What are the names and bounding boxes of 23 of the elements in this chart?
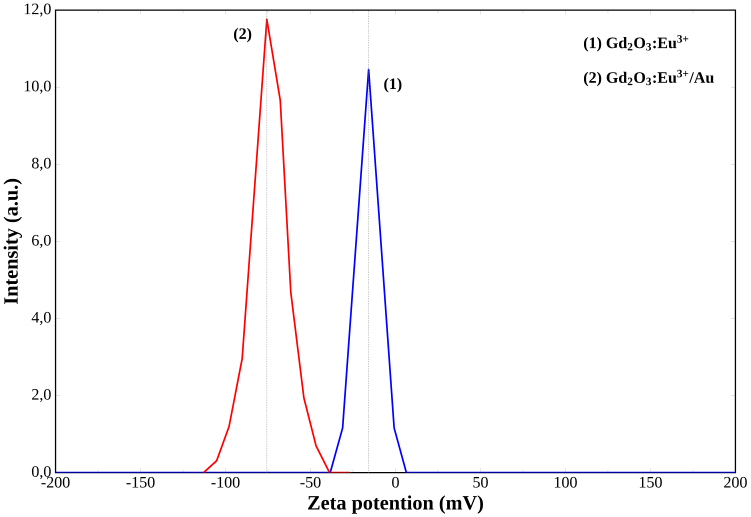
x-axis-title: Zeta potention (mV) (308, 495, 483, 514)
x-tick-label: 50 (473, 476, 488, 488)
line-series (202, 18, 350, 472)
x-tick-label: -200 (41, 476, 70, 488)
y-tick-label: 12,0 (24, 3, 51, 16)
annotation: (2) (234, 28, 252, 42)
x-tick-label: 150 (640, 476, 662, 488)
y-tick-label: 2,0 (32, 388, 51, 402)
y-axis-title: Intensity (a.u.) (4, 178, 22, 304)
annotation: (1) Gd$_{2}$O$_{3}$:Eu$^{3+}$ (584, 34, 688, 52)
annotation: (1) (384, 78, 402, 92)
x-tick-label: -50 (300, 476, 321, 488)
annotation: (2) Gd$_{2}$O$_{3}$:Eu$^{3+}$/Au (584, 70, 714, 86)
y-tick-label: 4,0 (32, 312, 51, 325)
x-tick-label: 0 (392, 476, 399, 488)
x-tick-label: -100 (211, 476, 240, 488)
x-tick-label: -150 (126, 476, 155, 488)
y-tick-label: 6,0 (32, 234, 51, 248)
y-tick-label: 0,0 (32, 466, 51, 480)
y-tick-label: 8,0 (32, 158, 51, 171)
x-tick-label: 100 (554, 476, 577, 488)
y-tick-label: 10,0 (24, 80, 51, 94)
x-tick-label: 200 (724, 476, 747, 488)
